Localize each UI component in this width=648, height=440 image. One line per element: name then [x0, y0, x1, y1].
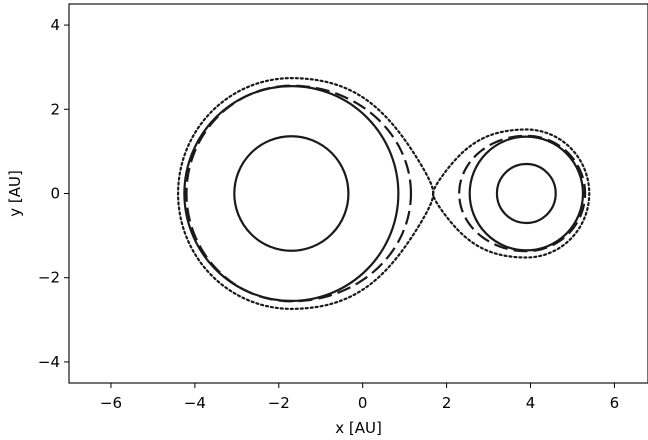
plot-curves	[176, 77, 591, 310]
y-tick-label: 4	[50, 16, 60, 34]
y-tick-label: −4	[38, 353, 60, 371]
x-tick-label: −6	[100, 394, 122, 412]
x-tick-label: 2	[442, 394, 452, 412]
y-tick-label: −2	[38, 269, 60, 287]
y-tick-label: 0	[50, 185, 60, 203]
series-dotted-lobe-0	[176, 77, 435, 310]
x-tick-label: 4	[526, 394, 536, 412]
series-dashed-lobe-1	[458, 134, 587, 253]
series-solid-curve-3	[468, 135, 585, 252]
series-solid-curve-0	[233, 135, 350, 252]
series-dotted-lobe-1	[432, 128, 591, 259]
x-tick-label: 6	[610, 394, 620, 412]
y-axis-label: y [AU]	[6, 170, 24, 217]
series-dashed-lobe-0	[185, 84, 413, 303]
x-tick-label: 0	[358, 394, 368, 412]
x-tick-label: −4	[184, 394, 206, 412]
x-tick-label: −2	[268, 394, 290, 412]
plot-frame	[68, 3, 648, 384]
y-tick-label: 2	[50, 100, 60, 118]
x-axis-label: x [AU]	[335, 419, 382, 437]
series-solid-curve-1	[495, 162, 557, 225]
axis-ticks: −6 −4 −2 0 2 4 6 −4 −2 0 2 4	[38, 16, 619, 412]
